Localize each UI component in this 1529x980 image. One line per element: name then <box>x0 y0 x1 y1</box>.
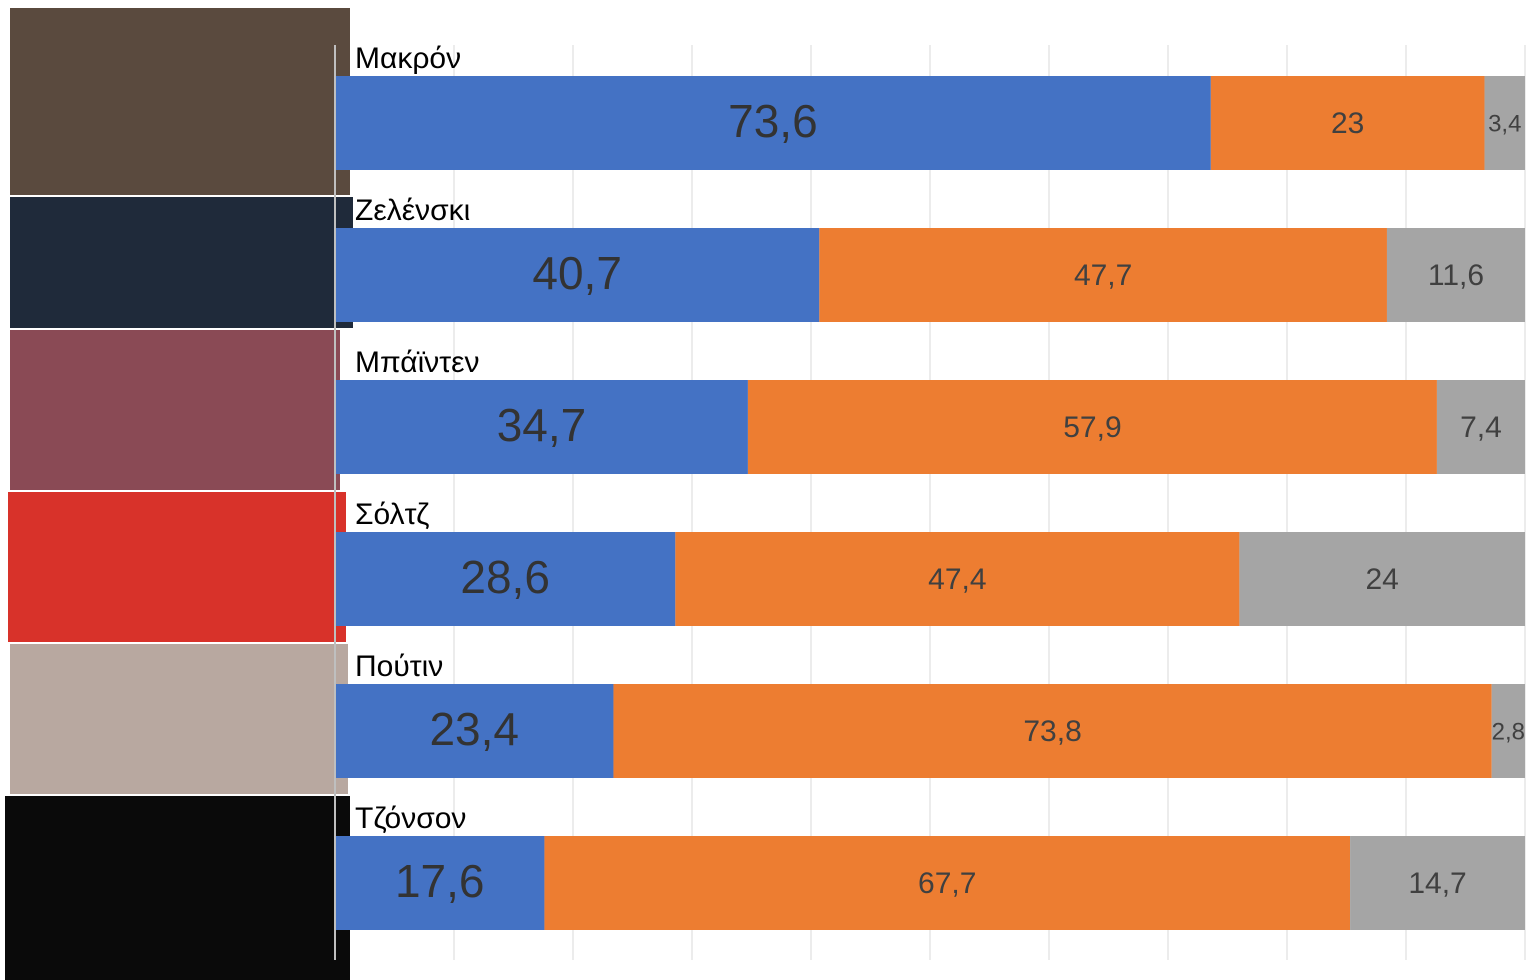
photo <box>10 330 340 490</box>
chart: Μακρόν 73,6 23 3,4 Ζελένσκι 40,7 47,7 11,6 Μπάϊν… <box>0 0 1529 980</box>
category-label: Μπάϊντεν <box>355 346 480 379</box>
value-label: 7,4 <box>1460 411 1502 444</box>
value-label: 24 <box>1366 563 1399 596</box>
value-label: 23 <box>1331 107 1364 140</box>
value-label: 2,8 <box>1492 718 1525 745</box>
category-label: Ζελένσκι <box>355 194 470 227</box>
value-label: 73,6 <box>728 95 818 147</box>
photo <box>10 8 350 195</box>
value-label: 23,4 <box>429 703 519 755</box>
value-label: 67,7 <box>918 867 976 900</box>
category-label: Σόλτζ <box>355 498 429 531</box>
photo <box>10 644 348 794</box>
value-label: 47,4 <box>928 563 986 596</box>
value-label: 57,9 <box>1063 411 1121 444</box>
photo <box>10 197 353 328</box>
value-label: 28,6 <box>460 551 550 603</box>
value-label: 73,8 <box>1023 715 1081 748</box>
photo <box>5 796 350 980</box>
value-label: 11,6 <box>1428 259 1484 292</box>
photo <box>8 492 346 642</box>
value-label: 34,7 <box>497 399 587 451</box>
value-label: 47,7 <box>1074 259 1132 292</box>
category-label: Πούτιν <box>355 650 443 683</box>
value-label: 3,4 <box>1488 110 1521 137</box>
photos <box>5 8 353 980</box>
category-label: Τζόνσον <box>355 802 466 835</box>
value-label: 17,6 <box>395 855 485 907</box>
value-label: 14,7 <box>1408 867 1466 900</box>
category-label: Μακρόν <box>355 42 461 75</box>
value-label: 40,7 <box>532 247 622 299</box>
